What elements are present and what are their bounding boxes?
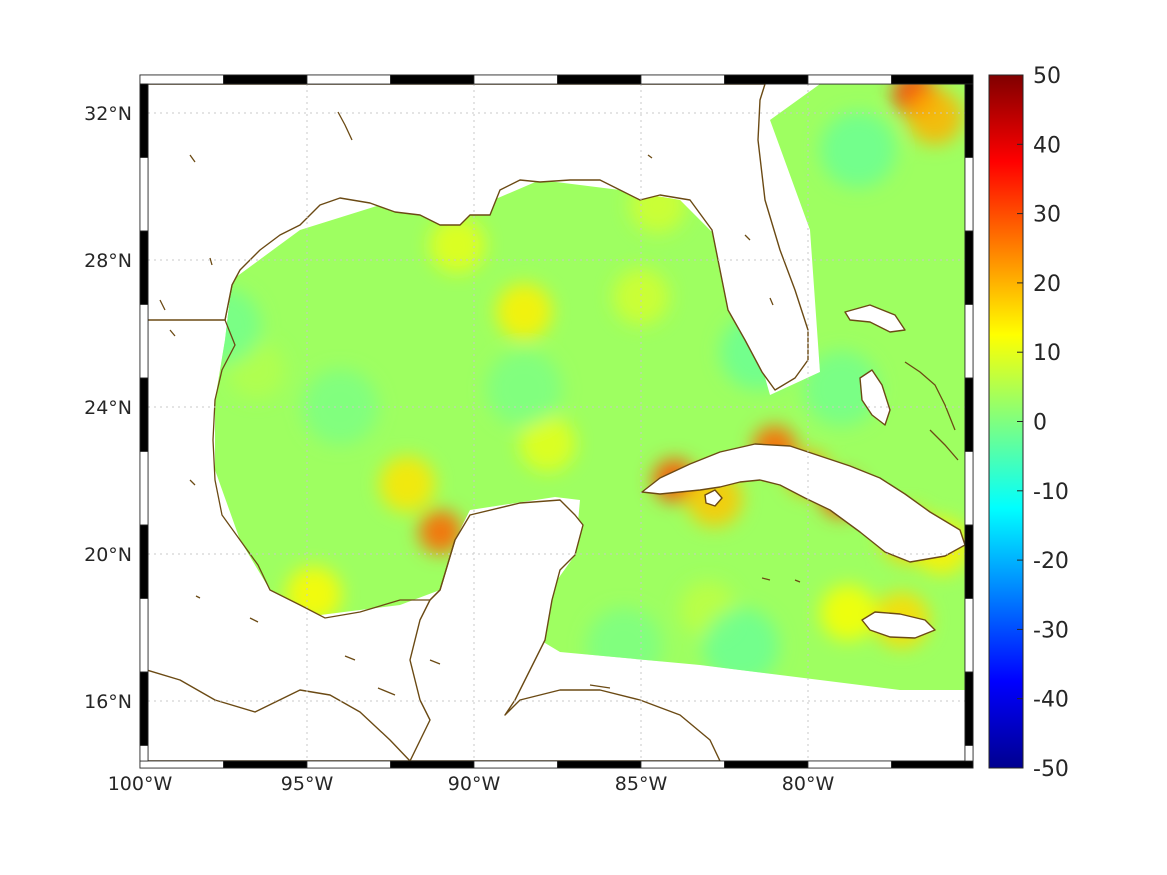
frame-seg-27	[964, 304, 974, 379]
frame-seg-38	[139, 745, 149, 762]
frame-seg-23	[964, 157, 974, 232]
frame-seg-10	[557, 74, 642, 85]
us-gulf-landmass	[148, 84, 809, 391]
colorbar-tick-label: 20	[1033, 272, 1061, 297]
frame-seg-29	[964, 377, 974, 452]
frame-seg-28	[139, 377, 149, 452]
hotspot-15	[519, 415, 576, 472]
bahamas-eastern-islands	[904, 361, 959, 461]
coldspot-2	[486, 350, 563, 427]
frame-seg-19	[891, 760, 974, 769]
frame-seg-6	[390, 74, 475, 85]
lon-tick-label: 85°W	[615, 773, 668, 795]
coldspot-7	[803, 350, 880, 427]
colorbar-tick-label: -20	[1033, 549, 1069, 574]
frame-seg-5	[306, 760, 391, 769]
hotspot-14	[429, 217, 486, 274]
frame-seg-39	[964, 745, 974, 762]
lat-tick-label: 28°N	[84, 250, 132, 272]
frame-seg-21	[964, 83, 974, 158]
lat-tick-label: 16°N	[84, 691, 132, 713]
frame-seg-30	[139, 451, 149, 526]
frame-seg-25	[964, 230, 974, 305]
frame-seg-8	[473, 74, 558, 85]
frame-seg-3	[223, 760, 308, 769]
hotspot-20	[820, 584, 877, 641]
frame-seg-1	[139, 760, 224, 769]
colorbar-gradient	[988, 74, 1024, 769]
coldspot-5	[703, 607, 780, 684]
lon-tick-label: 80°W	[782, 773, 835, 795]
frame-seg-26	[139, 304, 149, 379]
colorbar-tick-label: -40	[1033, 688, 1069, 713]
frame-seg-17	[807, 760, 892, 769]
hotspot-13	[496, 283, 553, 340]
frame-seg-20	[139, 83, 149, 158]
lon-tick-label: 90°W	[448, 773, 501, 795]
frame-seg-4	[306, 74, 391, 85]
colorbar-tick-label: 30	[1033, 203, 1061, 228]
frame-seg-15	[724, 760, 809, 769]
frame-seg-0	[139, 74, 224, 85]
bahamas-andros	[859, 369, 891, 426]
frame-seg-22	[139, 157, 149, 232]
frame-seg-32	[139, 524, 149, 599]
lon-tick-label: 95°W	[281, 773, 334, 795]
frame-seg-18	[891, 74, 974, 85]
colorbar-tick-label: 40	[1033, 133, 1061, 158]
small-islands	[159, 111, 801, 696]
hotspot-4	[906, 88, 963, 145]
frame-seg-34	[139, 598, 149, 673]
colorbar-tick-label: -30	[1033, 618, 1069, 643]
colorbar-tick-label: 50	[1033, 64, 1061, 89]
jamaica-island	[861, 611, 936, 639]
colorbar-tick-label: -10	[1033, 480, 1069, 505]
hotspot-1	[379, 456, 436, 513]
colorbar: 50 40 30 20 10 0 -10 -20 -30 -40 -50	[988, 64, 1069, 782]
colorbar-tick-label: 10	[1033, 341, 1061, 366]
lat-tick-label: 24°N	[84, 397, 132, 419]
frame-seg-16	[807, 74, 892, 85]
coldspot-4	[820, 111, 897, 188]
cuba-island	[641, 443, 965, 563]
frame-seg-9	[473, 760, 558, 769]
frame-seg-12	[640, 74, 725, 85]
coastlines	[148, 84, 965, 761]
hotspot-0	[418, 509, 463, 554]
frame-seg-31	[964, 451, 974, 526]
mexico-gulf-coast	[212, 284, 456, 619]
isle-of-youth	[704, 489, 723, 507]
frame-seg-37	[964, 671, 974, 746]
hotspot-2	[285, 566, 342, 623]
frame-seg-36	[139, 671, 149, 746]
frame-seg-14	[724, 74, 809, 85]
frame-seg-33	[964, 524, 974, 599]
latitude-axis: 32°N 28°N 24°N 20°N 16°N	[84, 103, 132, 713]
lat-tick-label: 20°N	[84, 544, 132, 566]
lat-tick-label: 32°N	[84, 103, 132, 125]
map-grid	[148, 84, 965, 761]
frame-seg-35	[964, 598, 974, 673]
coldspot-6	[586, 607, 663, 684]
lon-tick-label: 100°W	[108, 773, 173, 795]
frame-seg-11	[557, 760, 642, 769]
longitude-axis: 100°W 95°W 90°W 85°W 80°W	[108, 773, 835, 795]
map-frame	[139, 74, 974, 769]
hotspot-17	[613, 268, 669, 325]
colorbar-tick-label: 0	[1033, 411, 1047, 436]
bahamas-abaco	[844, 304, 906, 333]
yucatan-landmass	[148, 499, 721, 761]
frame-seg-24	[139, 230, 149, 305]
frame-seg-7	[390, 760, 475, 769]
colorbar-ticks: 50 40 30 20 10 0 -10 -20 -30 -40 -50	[1017, 64, 1069, 782]
frame-seg-13	[640, 760, 725, 769]
colorbar-tick-label: -50	[1033, 757, 1069, 782]
frame-seg-2	[223, 74, 308, 85]
